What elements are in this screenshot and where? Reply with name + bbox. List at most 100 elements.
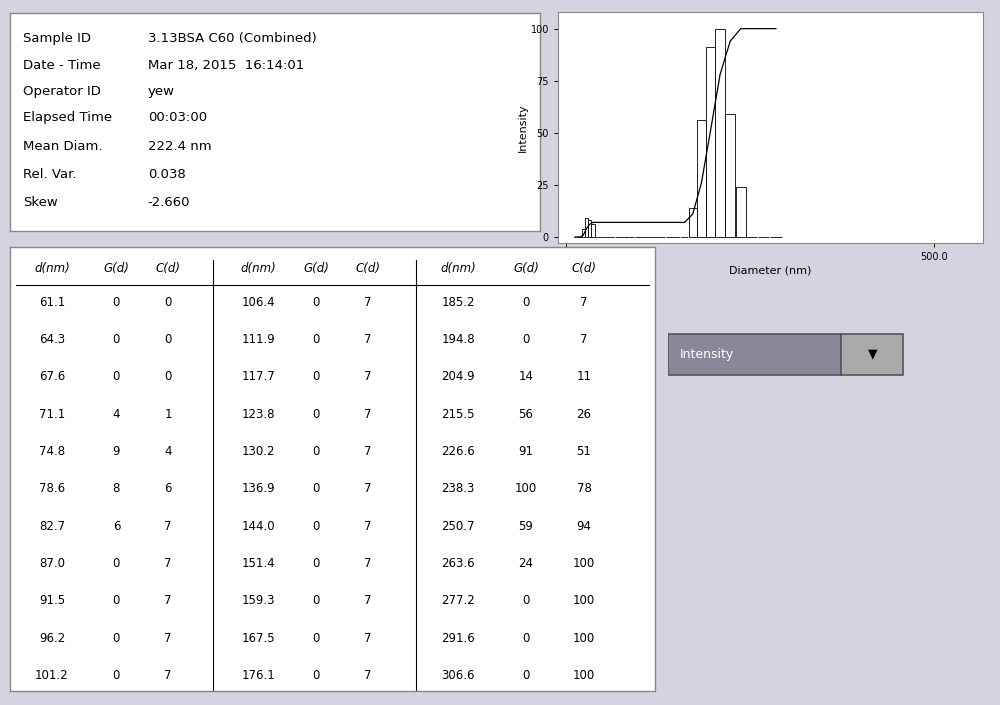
Text: 215.5: 215.5	[442, 407, 475, 421]
Text: G(d): G(d)	[513, 262, 539, 274]
Text: Sample ID: Sample ID	[23, 32, 91, 45]
Bar	[715, 29, 725, 237]
Text: G(d): G(d)	[303, 262, 329, 274]
Text: 106.4: 106.4	[242, 296, 275, 309]
Text: 0: 0	[313, 445, 320, 458]
Text: Mar 18, 2015  16:14:01: Mar 18, 2015 16:14:01	[148, 59, 304, 72]
Text: 185.2: 185.2	[442, 296, 475, 309]
Text: 100: 100	[573, 557, 595, 570]
Text: 91.5: 91.5	[39, 594, 65, 607]
Text: 0: 0	[164, 296, 172, 309]
Text: -2.660: -2.660	[148, 196, 190, 209]
Text: ▼: ▼	[868, 348, 878, 361]
Text: 0: 0	[313, 632, 320, 644]
Text: 91: 91	[518, 445, 534, 458]
Text: 11: 11	[577, 370, 592, 384]
Text: 7: 7	[364, 333, 372, 346]
Text: C(d): C(d)	[355, 262, 380, 274]
Text: 167.5: 167.5	[242, 632, 275, 644]
Text: Mean Diam.: Mean Diam.	[23, 140, 103, 152]
Text: 176.1: 176.1	[241, 669, 275, 682]
Text: 64.3: 64.3	[39, 333, 65, 346]
Text: 7: 7	[164, 557, 172, 570]
Text: 7: 7	[164, 520, 172, 532]
Text: 0: 0	[313, 557, 320, 570]
Text: 87.0: 87.0	[39, 557, 65, 570]
Text: 6: 6	[164, 482, 172, 496]
Text: 9: 9	[113, 445, 120, 458]
Text: d(nm): d(nm)	[240, 262, 276, 274]
Text: C(d): C(d)	[156, 262, 181, 274]
Text: 222.4 nm: 222.4 nm	[148, 140, 211, 152]
Text: 7: 7	[164, 669, 172, 682]
Text: 71.1: 71.1	[39, 407, 65, 421]
Text: 78.6: 78.6	[39, 482, 65, 496]
Text: C(d): C(d)	[572, 262, 597, 274]
Bar	[689, 208, 697, 237]
Text: 7: 7	[164, 632, 172, 644]
Text: 56: 56	[519, 407, 533, 421]
Text: 100: 100	[573, 632, 595, 644]
Text: 159.3: 159.3	[242, 594, 275, 607]
Text: 7: 7	[580, 333, 588, 346]
Text: 94: 94	[577, 520, 592, 532]
Text: 1: 1	[164, 407, 172, 421]
Text: 7: 7	[580, 296, 588, 309]
Bar	[668, 333, 841, 375]
Bar	[841, 333, 903, 375]
Text: Date - Time: Date - Time	[23, 59, 101, 72]
Text: 0: 0	[522, 594, 530, 607]
Text: 0.038: 0.038	[148, 168, 186, 181]
Text: d(nm): d(nm)	[34, 262, 70, 274]
Text: 0: 0	[313, 370, 320, 384]
Text: Skew: Skew	[23, 196, 58, 209]
Text: 4: 4	[164, 445, 172, 458]
Text: 0: 0	[313, 482, 320, 496]
Text: d(nm): d(nm)	[440, 262, 476, 274]
Text: 8: 8	[113, 482, 120, 496]
Text: Rel. Var.: Rel. Var.	[23, 168, 77, 181]
Text: 7: 7	[364, 445, 372, 458]
Text: 7: 7	[364, 370, 372, 384]
Text: 0: 0	[113, 557, 120, 570]
Text: 0: 0	[113, 333, 120, 346]
Bar	[591, 224, 595, 237]
Text: 51: 51	[577, 445, 591, 458]
Text: 0: 0	[522, 296, 530, 309]
Text: 0: 0	[113, 669, 120, 682]
Text: Elapsed Time: Elapsed Time	[23, 111, 112, 124]
Text: 0: 0	[313, 296, 320, 309]
Text: 101.2: 101.2	[35, 669, 69, 682]
Text: 0: 0	[522, 669, 530, 682]
Text: 151.4: 151.4	[242, 557, 275, 570]
Text: 96.2: 96.2	[39, 632, 65, 644]
Text: 0: 0	[313, 669, 320, 682]
Text: 238.3: 238.3	[442, 482, 475, 496]
Text: 226.6: 226.6	[441, 445, 475, 458]
Text: 117.7: 117.7	[241, 370, 275, 384]
Text: 0: 0	[313, 407, 320, 421]
Text: 26: 26	[577, 407, 592, 421]
Bar	[725, 114, 735, 237]
Text: 82.7: 82.7	[39, 520, 65, 532]
Text: 194.8: 194.8	[441, 333, 475, 346]
Text: 59: 59	[519, 520, 533, 532]
Text: 7: 7	[364, 482, 372, 496]
Text: 0: 0	[113, 370, 120, 384]
Text: 7: 7	[364, 296, 372, 309]
Bar	[736, 187, 746, 237]
Bar	[582, 228, 585, 237]
Text: Operator ID: Operator ID	[23, 85, 101, 98]
Text: yew: yew	[148, 85, 175, 98]
Text: 0: 0	[313, 520, 320, 532]
Text: 204.9: 204.9	[441, 370, 475, 384]
Text: 123.8: 123.8	[242, 407, 275, 421]
Text: 78: 78	[577, 482, 591, 496]
Text: 14: 14	[518, 370, 534, 384]
Text: 7: 7	[364, 669, 372, 682]
Text: 0: 0	[313, 333, 320, 346]
Text: 100: 100	[515, 482, 537, 496]
Text: 277.2: 277.2	[441, 594, 475, 607]
Text: 67.6: 67.6	[39, 370, 65, 384]
Text: 7: 7	[364, 520, 372, 532]
